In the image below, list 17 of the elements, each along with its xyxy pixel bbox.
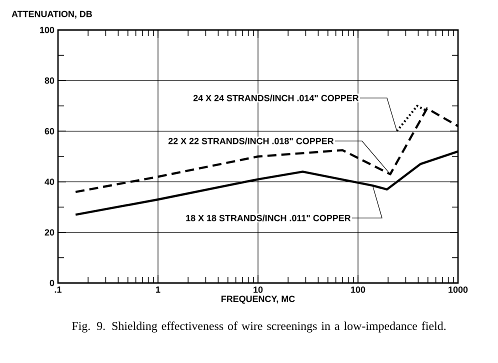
text: 24 X 24 STRANDS/INCH .014" COPPER [193,94,359,102]
y-axis-title: ATTENUATION, DB [12,10,92,18]
text: 18 X 18 STRANDS/INCH .011" COPPER [186,214,351,222]
x-tick-label: 100 [351,286,366,293]
y-tick-label: 100 [40,26,54,34]
x-tick-label: .1 [54,286,62,293]
y-tick-label: 80 [44,77,54,84]
x-tick-label: 1000 [448,286,468,293]
y-tick-label: 60 [44,128,54,134]
y-tick-label: 40 [44,178,54,185]
caption: Fig. 9. Shielding effectiveness of wire screenings in a low-impedance field. [72,322,446,333]
x-tick-label: 10 [254,286,263,293]
y-tick-label: 0 [50,280,54,286]
y-tick-label: 20 [44,229,54,236]
x-axis-title: FREQUENCY, MC [221,296,295,304]
x-tick-label: 1 [156,286,160,293]
series-label: 22 X 22 STRANDS/INCH .018" COPPER [168,138,334,144]
